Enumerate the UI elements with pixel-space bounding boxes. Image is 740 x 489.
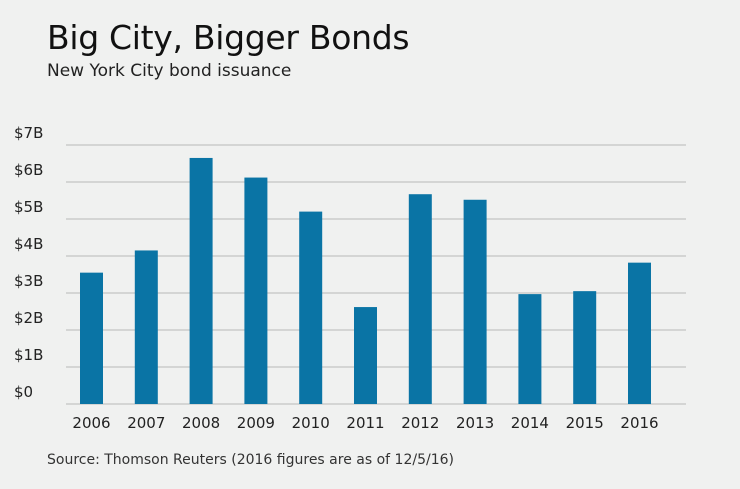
bar-2007 — [134, 250, 158, 404]
x-tick-label: 2011 — [346, 414, 384, 432]
bar-2013 — [463, 199, 487, 404]
x-tick-label: 2009 — [237, 414, 275, 432]
y-tick-label: $3B — [14, 272, 43, 290]
x-tick-label: 2012 — [401, 414, 439, 432]
bar-2012 — [408, 194, 432, 404]
bar-2008 — [189, 157, 213, 404]
bar-2016 — [628, 262, 651, 404]
y-tick-label: $6B — [14, 161, 43, 179]
x-tick-label: 2007 — [127, 414, 165, 432]
bar-2014 — [518, 294, 542, 404]
bar-2006 — [80, 272, 103, 404]
chart-title: Big City, Bigger Bonds — [47, 18, 410, 57]
y-tick-label: $1B — [14, 346, 43, 364]
x-tick-label: 2013 — [456, 414, 494, 432]
x-axis-ticks: 2006 2007 2008 2009 2010 2011 2012 2013 2014 2015… — [72, 414, 658, 432]
x-tick-label: 2016 — [620, 414, 658, 432]
bars — [80, 157, 651, 404]
y-tick-label: $7B — [14, 124, 43, 142]
bar-2010 — [299, 211, 323, 404]
y-tick-label: $4B — [14, 235, 43, 253]
bar-2009 — [244, 177, 268, 404]
source-note: Source: Thomson Reuters (2016 figures ar… — [47, 452, 454, 468]
bar-2015 — [573, 291, 597, 404]
x-tick-label: 2010 — [292, 414, 330, 432]
y-tick-label: $0 — [14, 383, 33, 401]
chart-subtitle: New York City bond issuance — [47, 61, 292, 81]
x-tick-label: 2014 — [511, 414, 549, 432]
x-tick-label: 2006 — [72, 414, 110, 432]
bar-2011 — [354, 307, 377, 404]
x-tick-label: 2008 — [182, 414, 220, 432]
y-tick-label: $5B — [14, 198, 43, 216]
x-tick-label: 2015 — [566, 414, 604, 432]
y-tick-label: $2B — [14, 309, 43, 327]
y-axis-ticks: $0 $1B $2B $3B $4B $5B $6B $7B — [14, 124, 43, 401]
